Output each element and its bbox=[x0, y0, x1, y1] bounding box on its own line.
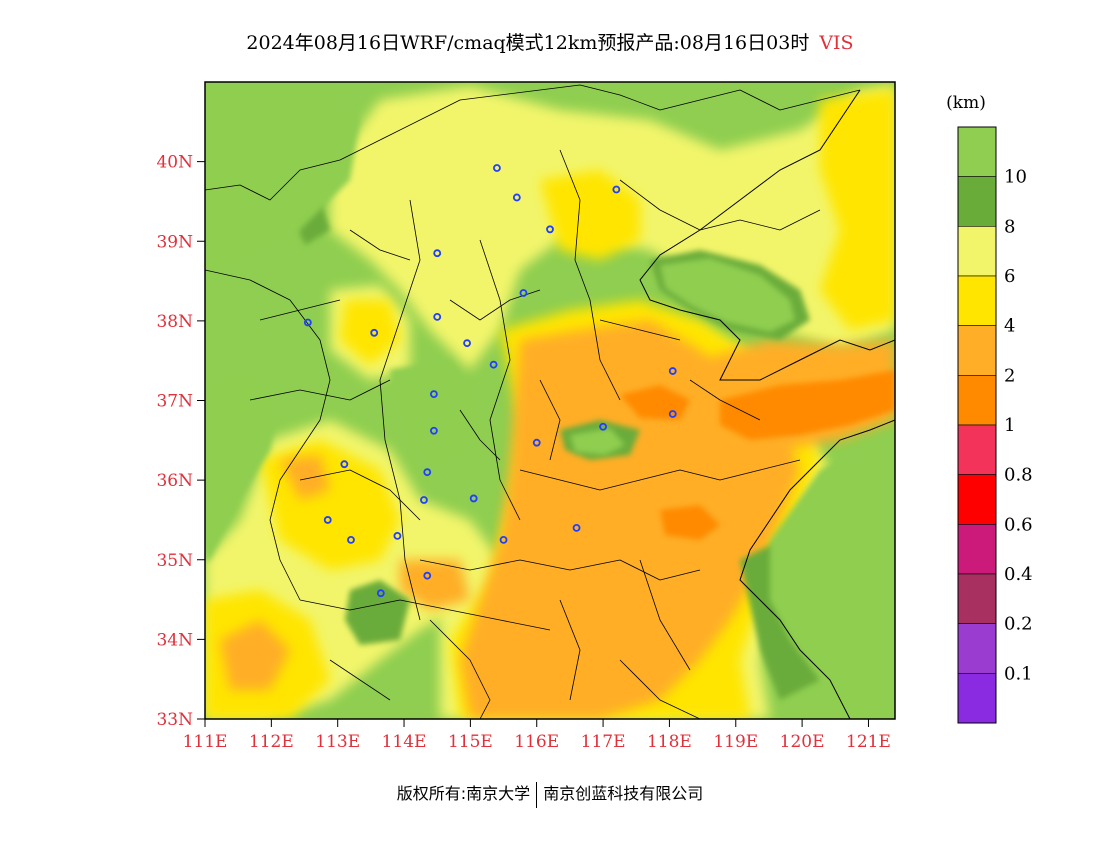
lon-tick-label: 111E bbox=[183, 732, 228, 752]
colorbar-label: 0.8 bbox=[1004, 465, 1033, 486]
station-marker bbox=[668, 367, 677, 375]
colorbar-swatch bbox=[957, 375, 997, 426]
lat-axis: 33N 34N 35N 36N 37N 38N 39N 40N bbox=[156, 153, 205, 730]
lat-tick-label: 34N bbox=[156, 630, 193, 650]
colorbar-swatch bbox=[957, 623, 997, 674]
station-marker bbox=[393, 531, 402, 540]
station-marker bbox=[429, 426, 438, 435]
lon-tick-label: 115E bbox=[448, 732, 493, 752]
colorbar-label: 8 bbox=[1004, 216, 1015, 237]
station-marker bbox=[512, 193, 521, 202]
station-marker bbox=[612, 185, 621, 194]
colorbar-swatch bbox=[957, 325, 997, 376]
colorbar-swatch bbox=[957, 176, 997, 227]
lon-tick-label: 117E bbox=[581, 732, 626, 752]
colorbar-label: 2 bbox=[1004, 365, 1015, 386]
colorbar-swatch bbox=[957, 673, 997, 724]
station-marker bbox=[519, 289, 528, 297]
colorbar-unit: (km) bbox=[946, 93, 986, 113]
colorbar-label: 4 bbox=[1004, 316, 1015, 337]
copyright-separator bbox=[536, 781, 538, 808]
station-marker bbox=[489, 360, 498, 369]
station-marker bbox=[429, 390, 438, 399]
station-marker bbox=[499, 535, 508, 544]
lat-tick-label: 40N bbox=[156, 153, 193, 173]
title-variable: VIS bbox=[819, 32, 854, 54]
lon-tick-label: 121E bbox=[846, 732, 891, 752]
colorbar: (km) 10 8 6 4 2 1 0.8 0.6 0.4 0.2 0.1 bbox=[946, 93, 1033, 724]
copyright: 版权所有:南京大学 南京创蓝科技有限公司 bbox=[0, 780, 1100, 808]
copyright-left: 版权所有:南京大学 bbox=[396, 784, 531, 803]
lat-tick-label: 36N bbox=[156, 471, 193, 491]
colorbar-swatch bbox=[957, 474, 997, 525]
colorbar-swatch bbox=[957, 524, 997, 575]
colorbar-swatch bbox=[957, 275, 997, 326]
colorbar-label: 0.2 bbox=[1004, 614, 1033, 635]
station-marker bbox=[433, 312, 442, 321]
station-marker bbox=[546, 225, 554, 234]
colorbar-label: 10 bbox=[1004, 167, 1027, 188]
colorbar-frame bbox=[957, 126, 997, 724]
lon-tick-label: 113E bbox=[315, 732, 360, 752]
colorbar-label: 0.4 bbox=[1004, 564, 1033, 585]
lon-tick-label: 120E bbox=[780, 732, 825, 752]
lon-tick-label: 114E bbox=[382, 732, 427, 752]
station-markers bbox=[303, 164, 677, 598]
title-text: 2024年08月16日WRF/cmaq模式12km预报产品:08月16日03时 bbox=[246, 32, 810, 54]
station-marker bbox=[469, 494, 478, 503]
station-marker bbox=[370, 328, 379, 337]
lon-axis: 111E 112E 113E 114E 115E 116E 117E 118E 119E 120E… bbox=[183, 719, 891, 752]
lon-tick-label: 119E bbox=[713, 732, 758, 752]
colorbar-swatch bbox=[957, 424, 997, 475]
station-marker bbox=[347, 535, 355, 544]
boundaries bbox=[205, 84, 861, 719]
lat-tick-label: 37N bbox=[156, 392, 193, 412]
station-marker bbox=[303, 318, 312, 327]
station-marker bbox=[423, 571, 432, 580]
lon-tick-label: 112E bbox=[249, 732, 294, 752]
station-marker bbox=[463, 339, 471, 348]
colorbar-swatch bbox=[957, 126, 997, 177]
lat-tick-label: 39N bbox=[156, 232, 193, 252]
colorbar-label: 0.1 bbox=[1004, 663, 1033, 684]
station-marker bbox=[340, 460, 349, 469]
lat-tick-label: 35N bbox=[156, 551, 193, 571]
lat-tick-label: 38N bbox=[156, 312, 193, 332]
colorbar-swatch bbox=[957, 226, 997, 277]
station-marker bbox=[423, 468, 432, 477]
lat-tick-label: 33N bbox=[156, 710, 193, 730]
field-clear-regions bbox=[205, 82, 895, 719]
map-title: 2024年08月16日WRF/cmaq模式12km预报产品:08月16日03时 V… bbox=[0, 28, 1100, 55]
station-marker bbox=[376, 589, 385, 598]
station-marker bbox=[572, 524, 581, 532]
station-marker bbox=[433, 249, 442, 258]
plot-area bbox=[205, 82, 895, 719]
colorbar-label: 1 bbox=[1004, 415, 1015, 436]
station-marker bbox=[493, 164, 501, 172]
station-marker bbox=[323, 516, 332, 524]
station-marker bbox=[668, 410, 677, 418]
coastline bbox=[639, 89, 895, 719]
station-marker bbox=[420, 496, 428, 504]
copyright-right: 南京创蓝科技有限公司 bbox=[543, 784, 704, 803]
colorbar-label: 6 bbox=[1004, 266, 1015, 287]
station-marker bbox=[532, 438, 541, 447]
lon-tick-label: 118E bbox=[647, 732, 692, 752]
colorbar-swatch bbox=[957, 573, 997, 624]
lon-tick-label: 116E bbox=[514, 732, 559, 752]
colorbar-label: 0.6 bbox=[1004, 514, 1033, 535]
station-marker bbox=[599, 422, 607, 431]
